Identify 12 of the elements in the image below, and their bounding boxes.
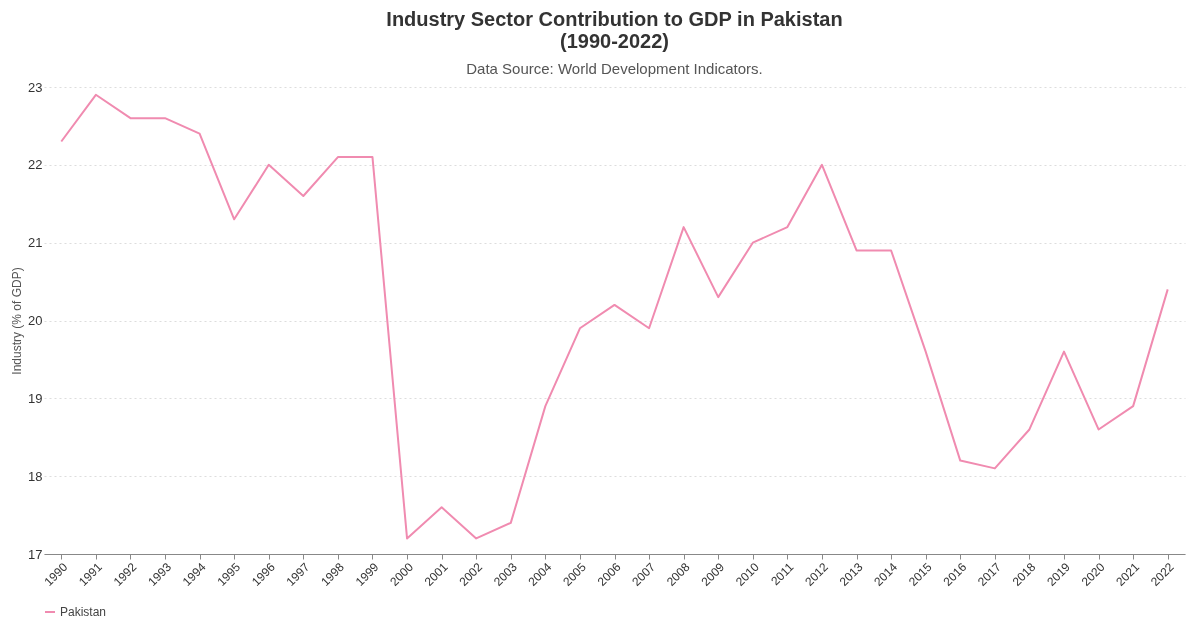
chart-title: Industry Sector Contribution to GDP in Pakistan (1990-2022) — [386, 8, 843, 52]
chart-subtitle: Data Source: World Development Indicators. — [466, 60, 763, 77]
y-tick-label: 19 — [28, 390, 43, 406]
y-tick-label: 17 — [28, 546, 43, 562]
y-tick-label: 20 — [28, 313, 43, 328]
y-tick-label: 23 — [28, 79, 43, 95]
y-tick-label: 18 — [28, 468, 43, 484]
legend-label: Pakistan — [60, 605, 107, 619]
y-tick-label: 21 — [28, 235, 43, 251]
y-axis-title: Industry (% of GDP) — [10, 267, 25, 375]
line-series — [60, 93, 1169, 540]
y-tick-label: 22 — [28, 157, 43, 173]
